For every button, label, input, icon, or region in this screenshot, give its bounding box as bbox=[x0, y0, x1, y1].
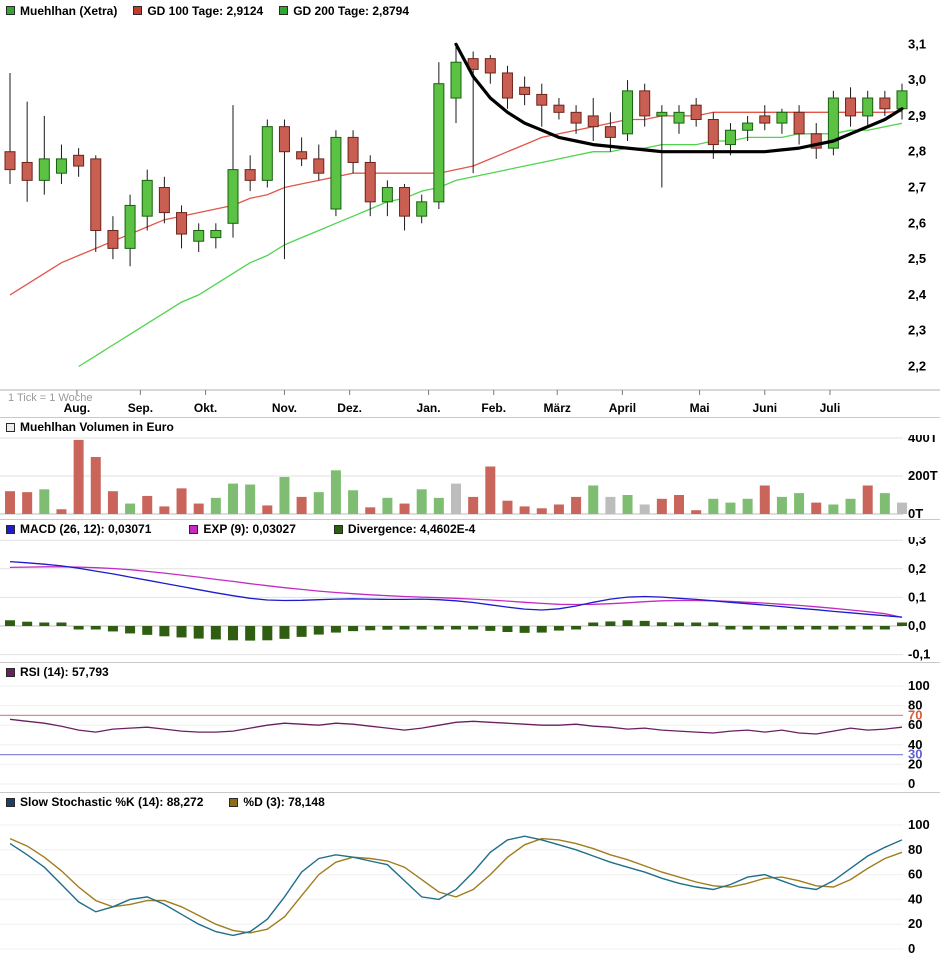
svg-text:Feb.: Feb. bbox=[481, 401, 506, 415]
svg-text:1 Tick = 1 Woche: 1 Tick = 1 Woche bbox=[8, 392, 92, 404]
price-chart-legend: Muehlhan (Xetra) GD 100 Tage: 2,9124 GD … bbox=[0, 0, 940, 20]
svg-text:3,1: 3,1 bbox=[908, 36, 926, 51]
svg-text:0T: 0T bbox=[908, 506, 923, 519]
svg-text:0,2: 0,2 bbox=[908, 561, 926, 576]
svg-text:Aug.: Aug. bbox=[64, 401, 91, 415]
svg-text:2,3: 2,3 bbox=[908, 323, 926, 338]
price-candlestick-chart: Aug. Sep. Okt. Nov. Dez. Jan. Feb. März April Mai… bbox=[0, 20, 940, 417]
svg-text:60: 60 bbox=[908, 717, 922, 732]
volume-legend: Muehlhan Volumen in Euro bbox=[0, 418, 940, 435]
svg-text:Jan.: Jan. bbox=[417, 401, 441, 415]
stoch-k-swatch-icon bbox=[6, 797, 15, 807]
svg-text:30: 30 bbox=[908, 747, 922, 762]
svg-text:70: 70 bbox=[908, 707, 922, 722]
gd200-label: GD 200 Tage: 2,8794 bbox=[293, 3, 410, 18]
svg-text:3,0: 3,0 bbox=[908, 72, 926, 87]
legend-item-exp: EXP (9): 0,03027 bbox=[189, 522, 296, 536]
svg-text:2,7: 2,7 bbox=[908, 180, 926, 195]
svg-text:80: 80 bbox=[908, 698, 922, 713]
volume-label: Muehlhan Volumen in Euro bbox=[20, 420, 174, 434]
panel-separator bbox=[0, 792, 940, 793]
legend-item-macd: MACD (26, 12): 0,03071 bbox=[6, 522, 151, 536]
macd-label: MACD (26, 12): 0,03071 bbox=[20, 522, 152, 536]
volume-swatch-icon bbox=[6, 422, 15, 432]
svg-text:2,9: 2,9 bbox=[908, 108, 926, 123]
svg-text:2,6: 2,6 bbox=[908, 215, 926, 230]
stoch-k-label: Slow Stochastic %K (14): 88,272 bbox=[20, 795, 204, 809]
legend-item-rsi: RSI (14): 57,793 bbox=[6, 665, 109, 679]
svg-text:0,0: 0,0 bbox=[908, 618, 926, 633]
svg-text:60: 60 bbox=[908, 867, 922, 882]
svg-text:März: März bbox=[544, 401, 571, 415]
rsi-swatch-icon bbox=[6, 667, 15, 677]
divergence-label: Divergence: 4,4602E-4 bbox=[347, 522, 476, 536]
svg-text:40: 40 bbox=[908, 891, 922, 906]
svg-text:Juni: Juni bbox=[752, 401, 777, 415]
gd100-label: GD 100 Tage: 2,9124 bbox=[147, 3, 264, 18]
legend-item-symbol: Muehlhan (Xetra) bbox=[6, 4, 117, 18]
divergence-swatch-icon bbox=[333, 524, 343, 534]
macd-chart: 0,3 0,2 0,1 0,0 -0,1 bbox=[0, 537, 940, 662]
rsi-legend: RSI (14): 57,793 bbox=[0, 663, 940, 680]
legend-item-divergence: Divergence: 4,4602E-4 bbox=[333, 522, 476, 536]
legend-item-stoch-k: Slow Stochastic %K (14): 88,272 bbox=[6, 795, 203, 809]
gd100-swatch-icon bbox=[133, 6, 143, 15]
svg-text:20: 20 bbox=[908, 756, 922, 771]
svg-text:0,3: 0,3 bbox=[908, 537, 926, 547]
volume-bar-chart: 400T 200T 0T bbox=[0, 435, 940, 519]
svg-text:0: 0 bbox=[908, 776, 915, 791]
rsi-label: RSI (14): 57,793 bbox=[20, 665, 109, 679]
symbol-swatch-icon bbox=[6, 6, 15, 15]
stochastic-chart: 100 80 60 40 20 0 bbox=[0, 810, 940, 957]
svg-text:Juli: Juli bbox=[820, 401, 841, 415]
svg-text:100: 100 bbox=[908, 680, 930, 693]
svg-text:40: 40 bbox=[908, 737, 922, 752]
svg-text:2,4: 2,4 bbox=[908, 287, 927, 302]
panel-separator bbox=[0, 662, 940, 663]
stoch-d-swatch-icon bbox=[229, 797, 239, 807]
svg-text:0: 0 bbox=[908, 941, 915, 956]
stochastic-legend: Slow Stochastic %K (14): 88,272 %D (3): … bbox=[0, 793, 940, 810]
legend-item-stoch-d: %D (3): 78,148 bbox=[229, 795, 325, 809]
svg-text:-0,1: -0,1 bbox=[908, 647, 930, 662]
panel-separator bbox=[0, 519, 940, 520]
svg-text:0,1: 0,1 bbox=[908, 589, 926, 604]
svg-text:80: 80 bbox=[908, 842, 922, 857]
svg-text:2,5: 2,5 bbox=[908, 251, 926, 266]
svg-text:Okt.: Okt. bbox=[194, 401, 217, 415]
legend-item-gd200: GD 200 Tage: 2,8794 bbox=[279, 4, 409, 18]
svg-text:Sep.: Sep. bbox=[128, 401, 153, 415]
stoch-d-label: %D (3): 78,148 bbox=[243, 795, 325, 809]
svg-text:400T: 400T bbox=[908, 435, 938, 445]
panel-separator bbox=[0, 417, 940, 418]
exp-swatch-icon bbox=[189, 524, 199, 534]
legend-item-volume: Muehlhan Volumen in Euro bbox=[6, 420, 174, 434]
svg-text:April: April bbox=[609, 401, 636, 415]
symbol-label: Muehlhan (Xetra) bbox=[20, 3, 118, 18]
gd200-swatch-icon bbox=[279, 6, 289, 15]
svg-text:200T: 200T bbox=[908, 468, 938, 483]
svg-text:2,8: 2,8 bbox=[908, 144, 926, 159]
macd-swatch-icon bbox=[6, 524, 15, 534]
legend-item-gd100: GD 100 Tage: 2,9124 bbox=[133, 4, 263, 18]
svg-text:100: 100 bbox=[908, 817, 930, 832]
svg-text:Mai: Mai bbox=[690, 401, 710, 415]
svg-text:Nov.: Nov. bbox=[272, 401, 297, 415]
svg-text:2,2: 2,2 bbox=[908, 359, 926, 374]
exp-label: EXP (9): 0,03027 bbox=[203, 522, 296, 536]
svg-text:20: 20 bbox=[908, 916, 922, 931]
svg-text:Dez.: Dez. bbox=[337, 401, 362, 415]
macd-legend: MACD (26, 12): 0,03071 EXP (9): 0,03027 … bbox=[0, 520, 940, 537]
